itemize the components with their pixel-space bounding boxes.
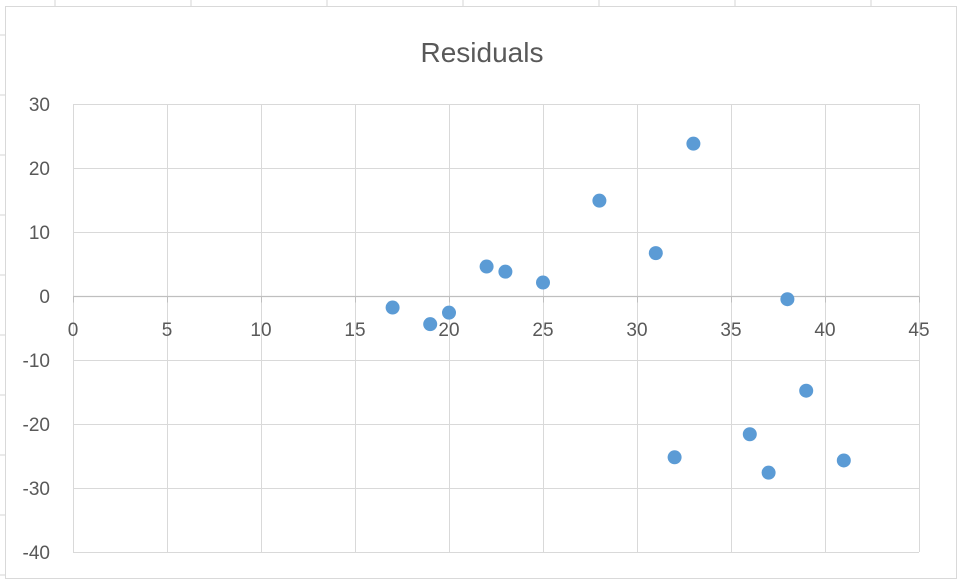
chart-border <box>5 6 957 579</box>
y-tick-label: -20 <box>23 415 50 436</box>
data-point[interactable] <box>442 305 456 320</box>
x-tick-label: 20 <box>438 320 459 341</box>
x-tick-label: 30 <box>626 320 647 341</box>
data-point[interactable] <box>799 383 814 398</box>
chart-title[interactable]: Residuals <box>421 37 544 68</box>
data-point[interactable] <box>761 465 776 480</box>
x-tick-label: 35 <box>720 320 741 341</box>
data-point[interactable] <box>385 300 400 315</box>
y-tick-label: -40 <box>23 543 50 564</box>
axes <box>73 295 920 303</box>
y-tick-label: -10 <box>23 351 50 372</box>
data-point[interactable] <box>498 264 513 279</box>
data-point[interactable] <box>742 427 757 442</box>
x-axis-tick-labels: 0 5 10 15 20 25 30 35 40 45 <box>68 320 930 341</box>
x-tick-label: 40 <box>814 320 835 341</box>
y-tick-label: 10 <box>29 223 50 244</box>
x-tick-label: 15 <box>344 320 365 341</box>
data-point[interactable] <box>667 450 682 465</box>
x-tick-label: 25 <box>532 320 553 341</box>
gridlines <box>73 104 920 553</box>
data-point[interactable] <box>648 246 663 261</box>
data-point[interactable] <box>536 275 550 290</box>
y-tick-label: 0 <box>39 287 50 308</box>
x-tick-label: 10 <box>250 320 271 341</box>
data-point[interactable] <box>686 136 701 151</box>
x-tick-label: 5 <box>162 320 173 341</box>
y-tick-label: 30 <box>29 95 50 116</box>
data-point[interactable] <box>479 259 494 274</box>
y-axis-tick-labels: 30 20 10 0 -10 -20 -30 -40 <box>23 95 50 564</box>
x-tick-label: 45 <box>908 320 929 341</box>
y-tick-label: -30 <box>23 479 50 500</box>
x-tick-label: 0 <box>68 320 79 341</box>
y-tick-label: 20 <box>29 159 50 180</box>
data-point[interactable] <box>592 193 607 208</box>
data-point[interactable] <box>836 453 851 468</box>
data-point[interactable] <box>780 292 795 307</box>
data-point[interactable] <box>423 317 438 332</box>
data-series[interactable] <box>385 136 851 480</box>
